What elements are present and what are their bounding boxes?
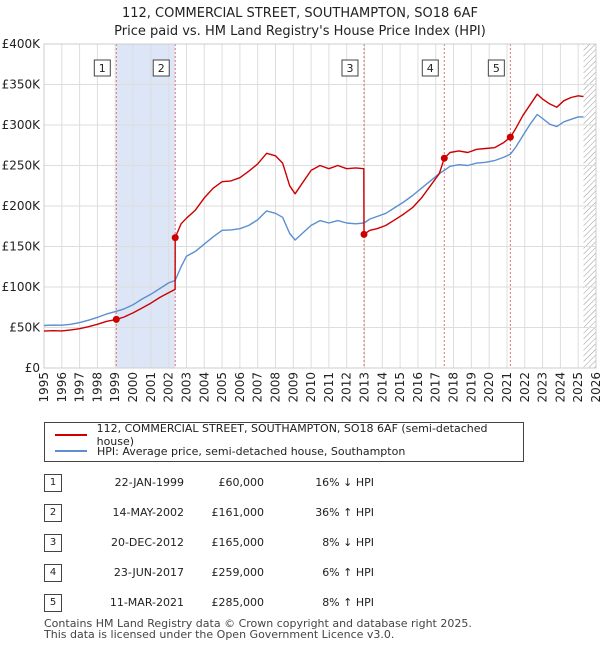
y-tick-label: £50K — [9, 321, 41, 335]
table-row: 4 23-JUN-2017 £259,000 6% ↑ HPI — [44, 564, 564, 594]
legend-label-hpi: HPI: Average price, semi-detached house,… — [97, 444, 406, 458]
property-series-line — [43, 93, 584, 332]
sale-point — [440, 154, 448, 162]
sale-date: 14-MAY-2002 — [112, 506, 184, 519]
sale-hpi-diff: 6% ↑ HPI — [322, 566, 374, 579]
chart-title: 112, COMMERCIAL STREET, SOUTHAMPTON, SO1… — [121, 6, 479, 21]
y-tick-label: £350K — [2, 78, 42, 92]
y-tick-label: £250K — [2, 159, 42, 173]
x-tick-label: 2010 — [304, 372, 318, 403]
x-tick-label: 2024 — [553, 372, 567, 403]
sale-label-number: 1 — [99, 62, 106, 75]
sale-price: £259,000 — [211, 566, 265, 579]
x-tick-label: 1997 — [73, 372, 87, 403]
x-tick-label: 2014 — [375, 372, 389, 403]
y-tick-label: £100K — [2, 280, 42, 294]
sale-hpi-diff: 8% ↑ HPI — [322, 596, 374, 609]
x-tick-label: 2025 — [571, 372, 585, 403]
plot-frame — [43, 43, 597, 369]
sale-label-box — [152, 59, 170, 77]
y-tick-label: £200K — [2, 199, 42, 213]
sale-badge: 2 — [44, 504, 62, 522]
sale-hpi-diff: 8% ↓ HPI — [322, 536, 374, 549]
footer-copyright: Contains HM Land Registry data © Crown c… — [44, 617, 472, 630]
x-tick-label: 2007 — [251, 372, 265, 403]
table-row: 3 20-DEC-2012 £165,000 8% ↓ HPI — [44, 534, 564, 564]
sale-label-box — [421, 59, 439, 77]
x-tick-label: 2022 — [518, 372, 532, 403]
table-row: 1 22-JAN-1999 £60,000 16% ↓ HPI — [44, 474, 564, 504]
x-tick-label: 2015 — [393, 372, 407, 403]
sale-price: £60,000 — [218, 476, 265, 489]
x-tick-label: 1995 — [37, 372, 51, 403]
sale-label-number: 2 — [158, 62, 165, 75]
sale-price: £285,000 — [211, 596, 265, 609]
sale-label-box — [93, 59, 111, 77]
sale-point — [360, 230, 368, 238]
sale-badge: 3 — [44, 534, 62, 552]
x-tick-label: 2026 — [589, 372, 600, 403]
x-tick-label: 1996 — [55, 372, 69, 403]
x-tick-label: 2009 — [286, 372, 300, 403]
table-row: 2 14-MAY-2002 £161,000 36% ↑ HPI — [44, 504, 564, 534]
x-tick-label: 2020 — [482, 372, 496, 403]
y-tick-label: £150K — [2, 240, 42, 254]
y-tick-label: £300K — [2, 118, 42, 132]
x-tick-label: 2019 — [464, 372, 478, 403]
sale-hpi-diff: 16% ↓ HPI — [315, 476, 374, 489]
footer: Contains HM Land Registry data © Crown c… — [44, 618, 472, 640]
legend: 112, COMMERCIAL STREET, SOUTHAMPTON, SO1… — [44, 422, 524, 462]
legend-swatch-property — [55, 434, 87, 436]
sale-badge: 4 — [44, 564, 62, 582]
sale-label-number: 3 — [346, 62, 353, 75]
sale-date: 23-JUN-2017 — [113, 566, 184, 579]
x-tick-label: 2021 — [500, 372, 514, 403]
legend-swatch-hpi — [55, 450, 87, 452]
sale-point — [171, 234, 179, 242]
sale-price: £161,000 — [211, 506, 265, 519]
x-tick-label: 2018 — [447, 372, 461, 403]
y-tick-label: £400K — [2, 37, 42, 51]
chart-subtitle: Price paid vs. HM Land Registry's House … — [114, 24, 486, 39]
sale-date: 11-MAR-2021 — [109, 596, 184, 609]
y-tick-label: £0 — [25, 361, 40, 375]
table-row: 5 11-MAR-2021 £285,000 8% ↑ HPI — [44, 594, 564, 624]
legend-item-hpi: HPI: Average price, semi-detached house,… — [55, 443, 405, 459]
sale-date: 20-DEC-2012 — [110, 536, 184, 549]
sale-badge: 1 — [44, 474, 62, 492]
sale-label-box — [341, 59, 359, 77]
x-tick-label: 2006 — [233, 372, 247, 403]
sale-date: 22-JAN-1999 — [114, 476, 184, 489]
x-tick-label: 2013 — [358, 372, 372, 403]
x-tick-label: 2001 — [144, 372, 158, 403]
sale-point — [112, 315, 120, 323]
footer-licence: This data is licensed under the Open Gov… — [44, 628, 395, 641]
sale-label-number: 5 — [493, 62, 500, 75]
x-tick-label: 2005 — [215, 372, 229, 403]
sale-badge: 5 — [44, 594, 62, 612]
legend-item-property: 112, COMMERCIAL STREET, SOUTHAMPTON, SO1… — [55, 422, 523, 448]
x-tick-label: 1998 — [90, 372, 104, 403]
chart: £0 £50K £100K £150K £200K £250K £300K £350K £400… — [2, 37, 600, 403]
sale-label-number: 4 — [427, 62, 434, 75]
x-tick-label: 2008 — [268, 372, 282, 403]
x-tick-label: 2004 — [197, 372, 211, 403]
sale-point — [506, 133, 514, 141]
legend-label-property: 112, COMMERCIAL STREET, SOUTHAMPTON, SO1… — [96, 422, 488, 448]
sale-price: £165,000 — [211, 536, 265, 549]
x-tick-label: 2023 — [536, 372, 550, 403]
x-tick-label: 2017 — [429, 372, 443, 403]
x-tick-label: 2003 — [179, 372, 193, 403]
x-tick-label: 2000 — [126, 372, 140, 403]
x-tick-label: 2011 — [322, 372, 336, 403]
sale-label-box — [487, 59, 505, 77]
x-tick-label: 2002 — [162, 372, 176, 403]
x-tick-label: 1999 — [108, 372, 122, 403]
x-tick-label: 2012 — [340, 372, 354, 403]
sale-hpi-diff: 36% ↑ HPI — [315, 506, 374, 519]
transactions-table: 1 22-JAN-1999 £60,000 16% ↓ HPI 2 14-MAY… — [44, 474, 564, 624]
hpi-series-line — [43, 113, 584, 327]
x-tick-label: 2016 — [411, 372, 425, 403]
